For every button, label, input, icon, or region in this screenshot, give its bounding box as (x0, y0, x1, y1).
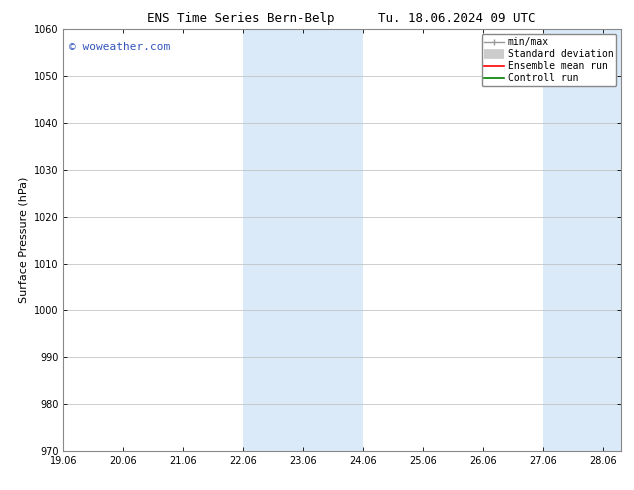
Bar (604, 29, 621, 451)
Legend: min/max, Standard deviation, Ensemble mean run, Controll run: min/max, Standard deviation, Ensemble me… (482, 34, 616, 86)
Bar (243, 29, 303, 451)
Text: ENS Time Series Bern-Belp: ENS Time Series Bern-Belp (147, 12, 335, 25)
Text: Tu. 18.06.2024 09 UTC: Tu. 18.06.2024 09 UTC (378, 12, 535, 25)
Bar (543, 29, 604, 451)
Text: © woweather.com: © woweather.com (69, 42, 171, 52)
Bar (303, 29, 363, 451)
Y-axis label: Surface Pressure (hPa): Surface Pressure (hPa) (18, 177, 29, 303)
